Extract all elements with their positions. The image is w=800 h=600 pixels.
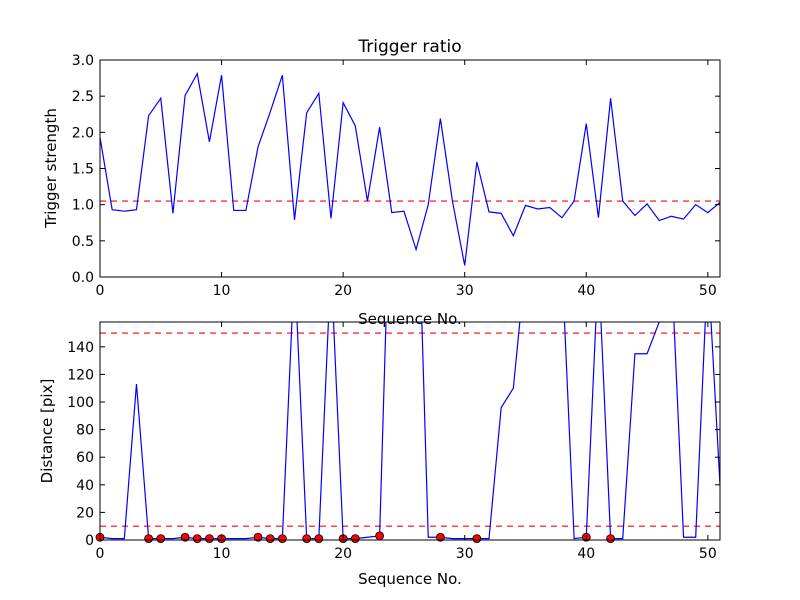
top-series-line [100, 71, 720, 266]
bottom-x-tick-label: 40 [577, 546, 595, 562]
bottom-y-tick-label: 20 [76, 505, 94, 521]
top-x-tick-label: 20 [334, 283, 352, 299]
bottom-marker-point [375, 531, 385, 541]
bottom-marker-point [144, 534, 154, 544]
bottom-marker-point [192, 534, 202, 544]
top-x-axis-label: Sequence No. [358, 310, 462, 328]
top-x-tick-label: 50 [699, 283, 717, 299]
bottom-x-tick-label: 30 [456, 546, 474, 562]
bottom-x-tick-label: 20 [334, 546, 352, 562]
top-x-tick-label: 0 [96, 283, 105, 299]
bottom-marker-point [156, 534, 166, 544]
bottom-marker-point [253, 532, 263, 542]
top-y-tick-label: 1.5 [72, 162, 94, 178]
bottom-marker-point [205, 534, 214, 544]
bottom-x-tick-label: 10 [213, 546, 231, 562]
top-y-tick-label: 1.0 [72, 198, 94, 214]
top-y-tick-label: 3.0 [72, 53, 94, 69]
bottom-marker-point [265, 534, 275, 544]
bottom-marker-point [350, 534, 360, 544]
bottom-marker-point [314, 534, 324, 544]
bottom-y-tick-label: 100 [67, 395, 94, 411]
bottom-y-tick-label: 80 [76, 423, 94, 439]
bottom-marker-point [435, 532, 445, 542]
bottom-y-tick-label: 120 [67, 367, 94, 383]
bottom-marker-point [302, 534, 312, 544]
bottom-x-tick-label: 50 [699, 546, 717, 562]
top-axes-frame [99, 59, 721, 278]
top-y-axis-label: Trigger strength [42, 108, 60, 229]
top-x-tick-label: 30 [456, 283, 474, 299]
bottom-marker-point [180, 532, 190, 542]
bottom-axes-frame [99, 321, 721, 541]
bottom-series-line [100, 322, 720, 540]
top-y-tick-label: 0.0 [72, 270, 94, 286]
top-y-tick-label: 0.5 [72, 234, 94, 250]
bottom-marker-point [472, 534, 482, 544]
bottom-y-tick-label: 60 [76, 450, 94, 466]
top-y-tick-label: 2.0 [72, 125, 94, 141]
bottom-y-tick-label: 0 [85, 533, 94, 549]
top-x-tick-label: 40 [577, 283, 595, 299]
top-plot-area: 0 10 20 30 40 50 0.0 0.5 1.0 1.5 2.0 2.5 3.0 [72, 53, 721, 299]
top-y-tick-label: 2.5 [72, 89, 94, 105]
bottom-y-tick-label: 40 [76, 478, 94, 494]
bottom-x-axis-label: Sequence No. [358, 570, 462, 588]
bottom-x-tick-label: 0 [96, 546, 105, 562]
bottom-y-tick-label: 140 [67, 340, 94, 356]
bottom-marker-point [606, 534, 615, 544]
bottom-y-axis-label: Distance [pix] [38, 379, 56, 484]
trigger-ratio-panel: Trigger ratio 0 10 20 30 40 50 0.0 0.5 1.0 1.5 2.0… [42, 37, 721, 328]
top-x-tick-label: 10 [213, 283, 231, 299]
distance-panel: 0 10 20 30 40 50 0 20 40 60 80 100 120 140 Sequence N… [38, 321, 721, 588]
bottom-plot-area: 0 10 20 30 40 50 0 20 40 60 80 100 120 140 [67, 321, 721, 562]
bottom-marker-point [277, 534, 287, 544]
top-chart-title: Trigger ratio [357, 37, 461, 57]
